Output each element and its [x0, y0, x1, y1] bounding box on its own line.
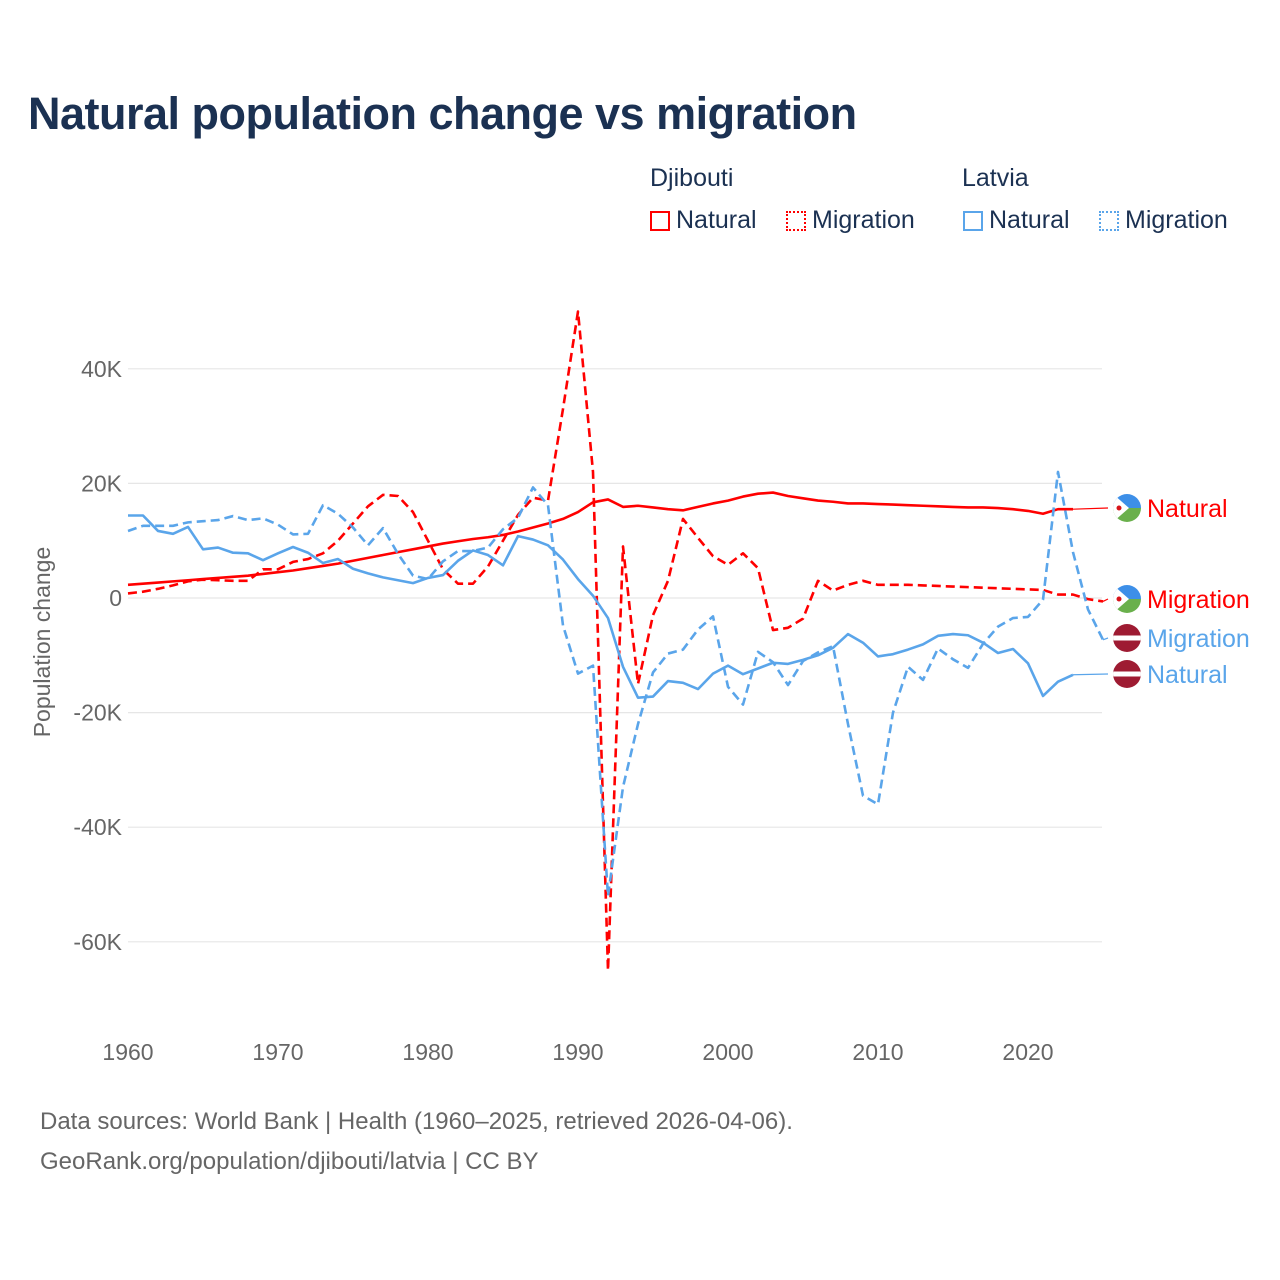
y-tick-label: 20K — [81, 470, 123, 496]
x-tick-label: 2000 — [702, 1039, 753, 1065]
legend-latvia-migration[interactable]: Migration — [1099, 206, 1228, 235]
series-end-label: Natural — [1147, 495, 1228, 523]
end-connector — [1072, 507, 1109, 510]
series-line-latvia-migration — [127, 470, 1105, 898]
chart-title: Natural population change vs migration — [28, 88, 857, 139]
x-tick-label: 1990 — [552, 1039, 603, 1065]
x-tick-label: 1980 — [402, 1039, 453, 1065]
footer-link[interactable]: GeoRank.org/population/djibouti/latvia |… — [40, 1148, 539, 1175]
x-tick-label: 2020 — [1002, 1039, 1053, 1065]
y-tick-label: -60K — [73, 929, 122, 955]
series-end-label: Migration — [1147, 625, 1250, 653]
legend-label: Natural — [989, 206, 1070, 234]
latvia-flag-icon — [1113, 624, 1141, 652]
series-end-label: Natural — [1147, 661, 1228, 689]
legend-djibouti-migration[interactable]: Migration — [786, 206, 915, 235]
djibouti-flag-icon — [1113, 585, 1141, 613]
legend-latvia-natural[interactable]: Natural — [963, 206, 1070, 235]
legend-swatch-dotted-blue — [1099, 210, 1119, 231]
latvia-flag-icon — [1113, 660, 1141, 688]
y-tick-label: 40K — [81, 356, 123, 382]
series-line-djibouti-natural — [127, 491, 1073, 587]
end-connector — [1102, 598, 1109, 602]
legend-label: Migration — [1125, 206, 1228, 234]
legend-label: Migration — [812, 206, 915, 234]
djibouti-flag-icon — [1113, 494, 1141, 522]
end-connector — [1072, 673, 1109, 676]
legend-group-djibouti: Djibouti — [650, 164, 734, 192]
y-axis-label: Population change — [29, 547, 55, 738]
series-line-latvia-natural — [128, 514, 1074, 700]
legend-djibouti-natural[interactable]: Natural — [650, 206, 757, 235]
y-tick-label: -20K — [73, 700, 122, 726]
y-tick-label: -40K — [73, 814, 122, 840]
legend-group-latvia: Latvia — [962, 164, 1029, 192]
legend-swatch-dotted-red — [786, 210, 806, 231]
x-tick-label: 1970 — [252, 1039, 303, 1065]
y-tick-label: 0 — [109, 585, 122, 611]
legend-swatch-solid-red — [650, 210, 670, 231]
end-connector — [1102, 637, 1109, 641]
legend-label: Natural — [676, 206, 757, 234]
series-line-djibouti-migration — [127, 310, 1104, 972]
series-end-label: Migration — [1147, 586, 1250, 614]
x-tick-label: 2010 — [852, 1039, 903, 1065]
footer-sources: Data sources: World Bank | Health (1960–… — [40, 1108, 793, 1135]
legend-swatch-solid-blue — [963, 210, 983, 231]
x-tick-label: 1960 — [102, 1039, 153, 1065]
